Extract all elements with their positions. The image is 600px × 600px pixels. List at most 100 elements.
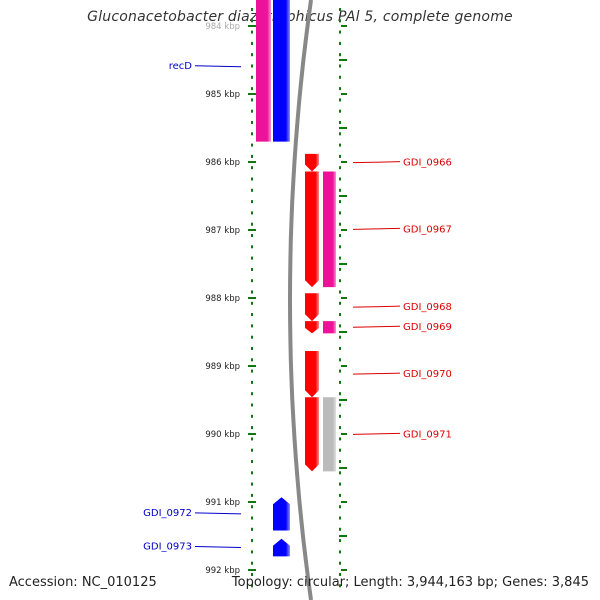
- gene-feature-4: [323, 171, 336, 288]
- tick-dot: [339, 177, 341, 181]
- tick-dot: [339, 493, 341, 497]
- tick-dot: [251, 154, 253, 158]
- major-tick: [341, 161, 347, 163]
- callout-line: [352, 432, 401, 435]
- gene-label: GDI_0971: [403, 429, 452, 440]
- major-tick: [341, 433, 347, 435]
- gene-feature-1: [256, 0, 271, 142]
- tick-dot: [339, 200, 341, 204]
- major-tick: [248, 501, 256, 503]
- tick-dot: [251, 8, 253, 11]
- tick-dot: [251, 87, 253, 91]
- gene-label: GDI_0970: [403, 369, 452, 380]
- tick-dot: [251, 392, 253, 396]
- tick-dot: [251, 324, 253, 328]
- major-tick: [248, 161, 256, 163]
- tick-dot: [251, 550, 253, 554]
- callout-line: [352, 305, 401, 308]
- gene-gdi_0969: [305, 321, 319, 334]
- tick-dot: [251, 482, 253, 486]
- tick-label: 989 kbp: [205, 362, 240, 372]
- tick-dot: [251, 561, 253, 565]
- tick-dot: [339, 109, 341, 113]
- tick-dot: [339, 30, 341, 34]
- tick-layer: 984 kbp 985 kbp 986 kbp 987 kbp 988 kbp 989 k…: [205, 0, 347, 600]
- tick-dot: [339, 471, 341, 475]
- tick-dot: [339, 53, 341, 57]
- tick-dot: [251, 584, 253, 588]
- tick-dot: [251, 132, 253, 136]
- tick-dot: [251, 30, 253, 34]
- tick-dot: [339, 403, 341, 407]
- gene-gdi_0970: [305, 351, 319, 398]
- major-tick: [248, 433, 256, 435]
- tick-dot: [251, 121, 253, 124]
- tick-label: 985 kbp: [205, 90, 240, 100]
- tick-dot: [339, 234, 341, 237]
- tick-dot: [339, 358, 341, 362]
- tick-dot: [339, 482, 341, 486]
- major-tick: [248, 93, 256, 95]
- tick-dot: [251, 539, 253, 543]
- tick-dot: [339, 414, 341, 418]
- tick-dot: [251, 573, 253, 576]
- tick-dot: [339, 8, 341, 11]
- callout-line: [352, 227, 401, 230]
- tick-label: 984 kbp: [205, 22, 240, 32]
- tick-dot: [251, 460, 253, 463]
- gene-label: GDI_0966: [403, 158, 452, 169]
- gene-label: GDI_0969: [403, 322, 452, 333]
- gene-label: GDI_0967: [403, 224, 452, 235]
- gene-gdi_0971: [305, 397, 319, 472]
- tick-dot: [251, 41, 253, 45]
- gene-gdi_0972: [273, 497, 290, 531]
- tick-label: 986 kbp: [205, 158, 240, 168]
- major-tick: [248, 365, 256, 367]
- major-tick: [248, 229, 256, 231]
- major-tick: [341, 501, 347, 503]
- tick-dot: [339, 279, 341, 283]
- tick-label: 988 kbp: [205, 294, 240, 304]
- tick-dot: [339, 143, 341, 147]
- callout-line: [352, 161, 401, 164]
- tick-dot: [251, 64, 253, 68]
- tick-dot: [339, 380, 341, 384]
- gene-feature-7: [323, 321, 336, 334]
- tick-label: 987 kbp: [205, 226, 240, 236]
- tick-dot: [339, 41, 341, 45]
- gene-feature-10: [323, 397, 336, 472]
- tick-dot: [251, 448, 253, 452]
- tick-dot: [251, 166, 253, 170]
- tick-dot: [339, 584, 341, 588]
- tick-dot: [339, 426, 341, 430]
- tick-dot: [339, 369, 341, 373]
- major-tick: [341, 297, 347, 299]
- tick-dot: [339, 324, 341, 328]
- tick-dot: [251, 301, 253, 305]
- tick-dot: [251, 369, 253, 373]
- gene-label: GDI_0973: [143, 542, 192, 553]
- tick-dot: [339, 267, 341, 271]
- tick-dot: [251, 313, 253, 317]
- tick-dot: [339, 75, 341, 79]
- callout-line: [352, 372, 401, 375]
- tick-dot: [251, 177, 253, 181]
- tick-dot: [339, 188, 341, 192]
- major-tick: [341, 365, 347, 367]
- tick-label: 991 kbp: [205, 498, 240, 508]
- gene-gdi_0966: [305, 153, 319, 172]
- major-tick: [248, 297, 256, 299]
- minor-tick: [339, 535, 347, 537]
- gene-gdi_0967: [305, 171, 319, 288]
- tick-dot: [339, 98, 341, 102]
- tick-dot: [251, 471, 253, 475]
- gene-label: recD: [169, 61, 193, 72]
- tick-dot: [339, 301, 341, 305]
- tick-dot: [339, 516, 341, 520]
- tick-dot: [339, 550, 341, 554]
- tick-dot: [339, 211, 341, 215]
- tick-dot: [339, 561, 341, 565]
- major-tick: [341, 229, 347, 231]
- tick-dot: [251, 267, 253, 271]
